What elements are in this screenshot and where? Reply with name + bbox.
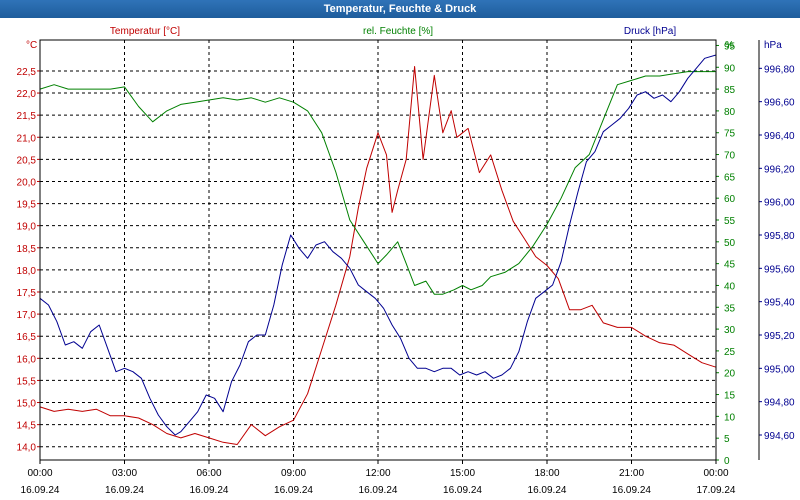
x-tick-date: 16.09.24 [105,485,144,496]
left-tick-label: 14,0 [17,443,37,454]
right-tick-label: 995,40 [764,298,795,309]
middle-tick-label: 85 [724,85,736,96]
plot-frame [39,39,717,461]
left-tick-label: 15,5 [17,376,37,387]
x-tick-time: 12:00 [365,468,390,479]
middle-tick-label: 5 [724,434,730,445]
middle-tick-label: 30 [724,325,736,336]
left-tick-label: 16,5 [17,332,37,343]
middle-tick-label: 70 [724,151,736,162]
right-axis-unit: hPa [764,40,782,51]
left-tick-label: 18,0 [17,266,37,277]
left-tick-label: 18,5 [17,244,37,255]
x-tick-time: 21:00 [619,468,644,479]
x-tick-time: 00:00 [703,468,728,479]
middle-tick-label: 80 [724,107,736,118]
x-tick-date: 16.09.24 [612,485,651,496]
middle-tick-label: 75 [724,129,736,140]
right-axis-label: Druck [hPa] [624,26,676,37]
middle-axis-label: rel. Feuchte [%] [363,26,433,37]
middle-tick-label: 20 [724,369,736,380]
right-tick-label: 995,80 [764,231,795,242]
left-tick-label: 20,0 [17,177,37,188]
x-tick-time: 18:00 [534,468,559,479]
x-tick-date: 16.09.24 [274,485,313,496]
x-tick-time: 06:00 [196,468,221,479]
right-tick-label: 995,20 [764,331,795,342]
right-tick-label: 996,40 [764,131,795,142]
x-tick-time: 15:00 [450,468,475,479]
left-tick-label: 15,0 [17,399,37,410]
right-tick-label: 995,60 [764,264,795,275]
x-tick-date: 16.09.24 [190,485,229,496]
right-tick-label: 995,00 [764,364,795,375]
left-tick-label: 17,0 [17,310,37,321]
right-tick-label: 996,20 [764,164,795,175]
left-axis-unit: °C [26,40,37,51]
series-line-right [39,54,717,436]
middle-tick-label: 15 [724,391,736,402]
middle-tick-label: 95 [724,41,736,52]
left-tick-label: 17,5 [17,288,37,299]
series-line-left [39,66,717,445]
right-tick-label: 996,00 [764,198,795,209]
middle-tick-label: 90 [724,63,736,74]
left-axis-label: Temperatur [°C] [110,26,180,37]
middle-tick-label: 45 [724,260,736,271]
series-line-middle [39,71,716,295]
right-tick-label: 994,60 [764,431,795,442]
left-tick-label: 21,0 [17,133,37,144]
middle-tick-label: 50 [724,238,736,249]
left-tick-label: 20,5 [17,155,37,166]
x-tick-time: 09:00 [281,468,306,479]
window-title: Temperatur, Feuchte & Druck [0,0,800,18]
x-tick-time: 00:00 [27,468,52,479]
x-tick-date: 17.09.24 [697,485,736,496]
middle-tick-label: 65 [724,172,736,183]
left-tick-label: 14,5 [17,421,37,432]
x-tick-date: 16.09.24 [359,485,398,496]
middle-tick-label: 60 [724,194,736,205]
right-tick-label: 996,60 [764,98,795,109]
x-tick-date: 16.09.24 [528,485,567,496]
middle-tick-label: 40 [724,281,736,292]
middle-tick-label: 55 [724,216,736,227]
x-tick-date: 16.09.24 [443,485,482,496]
middle-tick-label: 35 [724,303,736,314]
x-tick-time: 03:00 [112,468,137,479]
left-tick-label: 16,0 [17,354,37,365]
left-tick-label: 19,0 [17,222,37,233]
middle-tick-label: 0 [724,456,730,467]
right-tick-label: 996,80 [764,64,795,75]
left-tick-label: 22,0 [17,89,37,100]
left-tick-label: 19,5 [17,200,37,211]
left-tick-label: 21,5 [17,111,37,122]
middle-tick-label: 25 [724,347,736,358]
left-tick-label: 22,5 [17,67,37,78]
right-tick-label: 994,80 [764,398,795,409]
middle-tick-label: 10 [724,412,736,423]
middle-axis-unit: % [725,40,734,51]
x-tick-date: 16.09.24 [21,485,60,496]
